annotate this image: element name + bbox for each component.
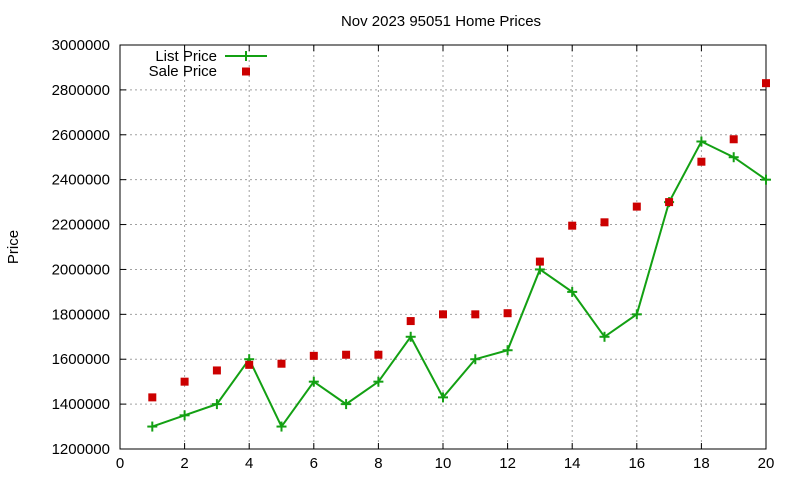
y-tick-labels: 1200000 1400000 1600000 1800000 2000000 22000… — [52, 37, 110, 458]
list-price-point — [179, 410, 190, 421]
y-tick-label: 2000000 — [52, 261, 110, 278]
sale-price-point — [600, 218, 609, 227]
x-tick-label: 16 — [628, 455, 645, 472]
list-price-point — [147, 421, 158, 432]
sale-price-point — [309, 351, 318, 360]
y-tick-label: 1600000 — [52, 351, 110, 368]
sale-price-point — [374, 350, 383, 359]
sale-price-point — [535, 257, 544, 266]
y-tick-label: 1200000 — [52, 441, 110, 458]
y-tick-label: 1800000 — [52, 306, 110, 323]
x-tick-label: 12 — [499, 455, 516, 472]
list-price-point — [567, 286, 578, 297]
legend-marker-sale-price — [242, 67, 250, 76]
x-tick-labels: 0 2 4 6 8 10 12 14 16 18 20 — [116, 455, 775, 472]
list-price-point — [341, 399, 352, 410]
list-price-point — [470, 354, 481, 365]
list-price-point — [761, 174, 771, 185]
list-price-point — [373, 376, 384, 387]
list-price-point — [438, 392, 448, 403]
x-tick-label: 8 — [374, 455, 382, 472]
list-price-point — [276, 421, 287, 432]
list-price-point — [534, 264, 545, 275]
x-tick-label: 20 — [758, 455, 775, 472]
grid-lines — [120, 45, 766, 449]
y-tick-label: 2200000 — [52, 217, 110, 234]
list-price-point — [211, 399, 222, 410]
sale-price-point — [212, 366, 221, 375]
sale-price-point — [148, 393, 157, 402]
sale-price-point — [762, 79, 770, 88]
list-price-point — [631, 309, 642, 320]
series-line-list-price — [151, 140, 767, 429]
x-tick-label: 18 — [693, 455, 710, 472]
y-tick-label: 2600000 — [52, 127, 110, 144]
series-layer — [147, 79, 771, 432]
x-tick-label: 2 — [180, 455, 188, 472]
y-tick-label: 1400000 — [52, 396, 110, 413]
x-tick-label: 14 — [564, 455, 581, 472]
list-price-point — [728, 152, 739, 163]
list-price-point — [308, 376, 319, 387]
y-tick-label: 2800000 — [52, 82, 110, 99]
x-tick-label: 0 — [116, 455, 124, 472]
x-tick-label: 4 — [245, 455, 253, 472]
sale-price-point — [632, 202, 641, 211]
x-tick-label: 6 — [310, 455, 318, 472]
sale-price-point — [406, 317, 415, 326]
chart-title: Nov 2023 95051 Home Prices — [341, 13, 541, 30]
sale-price-point — [697, 157, 706, 166]
y-axis-title: Price — [5, 230, 22, 264]
list-price-point — [405, 331, 416, 342]
sale-price-point — [665, 198, 674, 207]
legend-label-sale-price: Sale Price — [149, 63, 217, 80]
sale-price-point — [503, 309, 512, 318]
sale-price-point — [729, 135, 738, 144]
sale-price-point — [471, 310, 480, 319]
y-tick-label: 3000000 — [52, 37, 110, 54]
sale-price-point — [439, 310, 447, 319]
sale-price-point — [245, 360, 254, 369]
list-price-point — [599, 331, 610, 342]
sale-price-point — [342, 350, 351, 359]
legend-label-list-price: List Price — [155, 48, 217, 65]
legend-marker-list-price — [241, 51, 251, 61]
sale-price-point — [277, 359, 286, 368]
sale-price-point — [568, 221, 577, 230]
list-price-point — [696, 136, 707, 147]
y-tick-label: 2400000 — [52, 172, 110, 189]
sale-price-point — [180, 377, 189, 386]
axis-ticks — [119, 44, 767, 450]
list-price-point — [502, 345, 513, 356]
x-tick-label: 10 — [435, 455, 452, 472]
legend: List Price Sale Price — [149, 48, 267, 80]
